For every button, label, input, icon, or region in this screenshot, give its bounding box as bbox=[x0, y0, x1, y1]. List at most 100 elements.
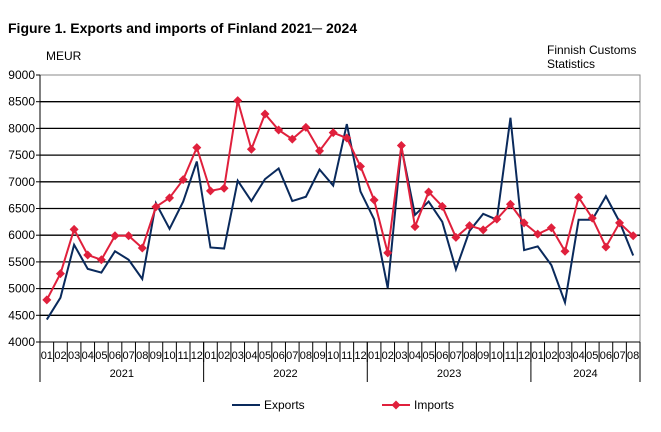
x-tick-label: 03 bbox=[559, 350, 571, 362]
x-tick-label: 06 bbox=[600, 350, 612, 362]
x-tick-label: 03 bbox=[232, 350, 244, 362]
imports-point bbox=[124, 231, 134, 241]
x-tick-label: 04 bbox=[573, 350, 585, 362]
imports-point bbox=[369, 195, 379, 205]
x-tick-label: 11 bbox=[177, 350, 188, 362]
x-tick-label: 03 bbox=[395, 350, 407, 362]
x-tick-label: 09 bbox=[150, 350, 162, 362]
x-tick-label: 11 bbox=[341, 350, 352, 362]
x-tick-label: 04 bbox=[82, 350, 94, 362]
imports-point bbox=[315, 146, 325, 156]
y-tick-label: 6500 bbox=[8, 202, 35, 216]
y-axis-unit: MEUR bbox=[46, 49, 82, 63]
x-tick-label: 12 bbox=[354, 350, 366, 362]
imports-point bbox=[55, 269, 65, 279]
source-note: Finnish Customs Statistics bbox=[547, 43, 636, 71]
x-tick-label: 05 bbox=[95, 350, 107, 362]
year-label: 2021 bbox=[110, 368, 134, 380]
x-tick-label: 08 bbox=[136, 350, 148, 362]
x-tick-label: 10 bbox=[491, 350, 503, 362]
y-tick-label: 4000 bbox=[8, 335, 35, 349]
x-tick-label: 08 bbox=[627, 350, 639, 362]
y-tick-label: 7500 bbox=[8, 148, 35, 162]
x-tick-label: 02 bbox=[382, 350, 394, 362]
x-tick-label: 06 bbox=[436, 350, 448, 362]
imports-point bbox=[505, 199, 515, 209]
x-tick-label: 01 bbox=[41, 350, 53, 362]
imports-point bbox=[137, 243, 147, 253]
y-tick-label: 9000 bbox=[8, 68, 35, 82]
y-tick-label: 8500 bbox=[8, 95, 35, 109]
x-tick-label: 05 bbox=[423, 350, 435, 362]
legend-imports-marker bbox=[391, 400, 401, 410]
imports-point bbox=[533, 229, 543, 239]
y-tick-label: 4500 bbox=[8, 308, 35, 322]
x-tick-label: 12 bbox=[191, 350, 203, 362]
imports-point bbox=[151, 202, 161, 212]
imports-point bbox=[574, 192, 584, 202]
x-tick-label: 02 bbox=[218, 350, 230, 362]
imports-point bbox=[465, 221, 475, 231]
imports-point bbox=[301, 122, 311, 132]
x-tick-label: 01 bbox=[368, 350, 380, 362]
x-tick-label: 06 bbox=[109, 350, 121, 362]
x-tick-label: 03 bbox=[68, 350, 80, 362]
source-line-2: Statistics bbox=[547, 57, 596, 71]
imports-point bbox=[519, 218, 529, 228]
imports-point bbox=[451, 232, 461, 242]
imports-point bbox=[560, 246, 570, 256]
x-tick-label: 01 bbox=[204, 350, 216, 362]
imports-point bbox=[342, 133, 352, 143]
x-tick-label: 02 bbox=[54, 350, 66, 362]
imports-point bbox=[328, 128, 338, 138]
imports-point bbox=[601, 242, 611, 252]
x-tick-label: 05 bbox=[259, 350, 271, 362]
imports-point bbox=[615, 218, 625, 228]
legend-exports-label: Exports bbox=[264, 398, 305, 412]
x-tick-label: 10 bbox=[327, 350, 339, 362]
imports-point bbox=[83, 250, 93, 260]
year-label: 2024 bbox=[573, 368, 597, 380]
x-tick-label: 08 bbox=[300, 350, 312, 362]
x-tick-label: 07 bbox=[450, 350, 462, 362]
x-tick-label: 01 bbox=[532, 350, 544, 362]
imports-point bbox=[478, 225, 488, 235]
exports-line bbox=[45, 117, 635, 321]
y-tick-label: 5500 bbox=[8, 255, 35, 269]
x-tick-label: 07 bbox=[286, 350, 298, 362]
x-tick-label: 07 bbox=[123, 350, 135, 362]
y-tick-label: 7000 bbox=[8, 175, 35, 189]
imports-point bbox=[410, 222, 420, 232]
imports-point bbox=[205, 186, 215, 196]
imports-point bbox=[165, 193, 175, 203]
x-tick-label: 08 bbox=[463, 350, 475, 362]
imports-point bbox=[246, 144, 256, 154]
x-tick-label: 12 bbox=[518, 350, 530, 362]
imports-point bbox=[96, 255, 106, 265]
imports-point bbox=[383, 248, 393, 258]
imports-point bbox=[492, 214, 502, 224]
imports-point bbox=[178, 175, 188, 185]
imports-point bbox=[424, 187, 434, 197]
legend-imports-label: Imports bbox=[414, 398, 454, 412]
x-tick-label: 05 bbox=[586, 350, 598, 362]
y-tick-label: 8000 bbox=[8, 121, 35, 135]
imports-point bbox=[42, 295, 52, 305]
x-tick-label: 04 bbox=[409, 350, 421, 362]
year-label: 2022 bbox=[273, 368, 297, 380]
imports-point bbox=[274, 125, 284, 135]
x-tick-label: 09 bbox=[477, 350, 489, 362]
imports-point bbox=[219, 183, 229, 193]
imports-point bbox=[233, 96, 243, 106]
x-tick-label: 11 bbox=[505, 350, 516, 362]
imports-point bbox=[396, 140, 406, 150]
imports-point bbox=[192, 143, 202, 153]
imports-point bbox=[546, 223, 556, 233]
imports-point bbox=[628, 231, 638, 241]
imports-point bbox=[110, 231, 120, 241]
x-tick-label: 07 bbox=[613, 350, 625, 362]
y-tick-label: 5000 bbox=[8, 282, 35, 296]
imports-point bbox=[587, 213, 597, 223]
